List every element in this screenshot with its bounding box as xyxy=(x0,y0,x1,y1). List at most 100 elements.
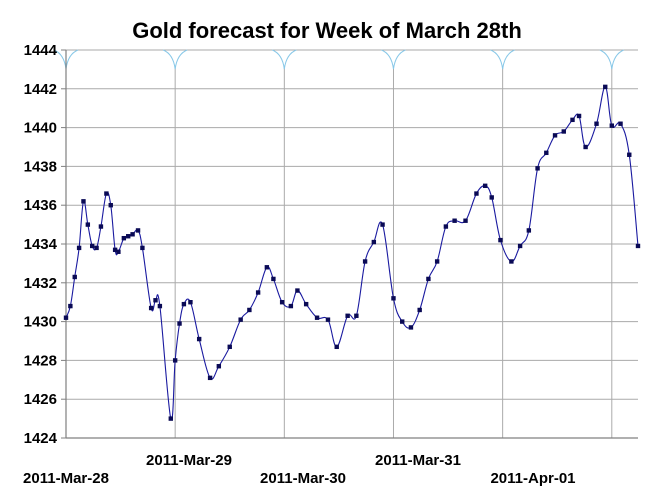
data-point xyxy=(463,218,468,223)
data-point xyxy=(303,301,309,307)
y-tick-label: 1424 xyxy=(24,430,58,447)
data-point xyxy=(325,317,331,322)
data-point xyxy=(94,245,99,251)
data-point xyxy=(108,203,113,208)
data-point xyxy=(288,303,294,309)
series-line xyxy=(65,86,639,421)
data-point xyxy=(188,300,193,305)
y-tick-label: 1432 xyxy=(24,275,57,292)
day-divider-scallop xyxy=(599,49,625,70)
data-point xyxy=(334,344,339,350)
axis-layer xyxy=(61,49,638,439)
data-point xyxy=(121,235,127,241)
y-tick-label: 1444 xyxy=(24,42,58,59)
data-point xyxy=(443,224,449,229)
x-tick-label: 2011-Mar-30 xyxy=(260,470,346,487)
y-tick-label: 1436 xyxy=(24,197,57,214)
data-point xyxy=(417,307,422,313)
y-tick-labels: 1424 1426 1428 1430 1432 1434 1436 1438 1440 1442… xyxy=(24,42,58,447)
data-point xyxy=(68,303,73,309)
chart-title: Gold forecast for Week of March 28th xyxy=(132,18,522,43)
data-point xyxy=(89,243,95,249)
data-point xyxy=(400,319,405,324)
data-point xyxy=(85,222,91,227)
y-tick-label: 1430 xyxy=(24,314,57,331)
series-layer xyxy=(65,86,639,421)
data-point xyxy=(552,133,558,138)
data-point xyxy=(509,259,514,264)
day-divider-layer xyxy=(53,49,625,438)
day-divider-scallop xyxy=(162,49,188,70)
data-point xyxy=(583,144,588,150)
data-point xyxy=(140,245,145,251)
data-point xyxy=(295,288,300,293)
data-point xyxy=(196,336,202,342)
data-point xyxy=(474,191,479,196)
data-point xyxy=(345,313,350,318)
data-point xyxy=(148,305,154,311)
data-point xyxy=(279,300,285,305)
data-point xyxy=(391,296,396,301)
data-point xyxy=(426,276,431,282)
data-point xyxy=(517,243,523,249)
data-point xyxy=(168,416,173,421)
data-point xyxy=(408,325,414,330)
data-point xyxy=(314,315,320,320)
data-point xyxy=(576,113,582,119)
data-point xyxy=(561,129,566,134)
data-point xyxy=(76,245,82,251)
data-point xyxy=(72,274,77,280)
data-point xyxy=(81,199,86,204)
x-tick-label: 2011-Apr-01 xyxy=(490,470,575,487)
data-point xyxy=(362,259,368,264)
data-point xyxy=(98,224,104,229)
data-point xyxy=(172,358,178,363)
data-point xyxy=(227,344,232,350)
data-point xyxy=(130,232,135,237)
data-point xyxy=(116,249,121,254)
data-point xyxy=(264,265,270,270)
data-point xyxy=(104,191,109,196)
data-point xyxy=(238,317,243,322)
x-tick-labels: 2011-Mar-28 2011-Mar-29 2011-Mar-30 2011-Ma… xyxy=(23,452,575,487)
data-point xyxy=(247,307,252,313)
data-point xyxy=(452,218,457,223)
data-point xyxy=(526,228,532,233)
data-point xyxy=(216,364,222,369)
data-point xyxy=(603,84,608,90)
data-point xyxy=(482,183,488,188)
grid-layer xyxy=(66,49,638,439)
y-tick-label: 1434 xyxy=(24,236,58,253)
data-point xyxy=(544,150,549,156)
data-point xyxy=(112,247,118,253)
data-point xyxy=(618,121,623,126)
marker-layer xyxy=(63,84,641,421)
data-point xyxy=(570,117,575,123)
data-point xyxy=(609,123,615,128)
data-point xyxy=(498,237,503,243)
data-point xyxy=(255,290,261,295)
data-point xyxy=(627,152,632,157)
data-point xyxy=(371,239,377,245)
data-point xyxy=(181,301,187,307)
data-point xyxy=(434,259,440,264)
day-divider-scallop xyxy=(272,49,297,70)
data-point xyxy=(207,375,213,381)
day-divider-scallop xyxy=(490,49,515,70)
data-point xyxy=(380,222,385,227)
data-point xyxy=(271,276,276,282)
y-tick-label: 1426 xyxy=(24,391,57,408)
data-point xyxy=(126,234,131,239)
y-tick-label: 1442 xyxy=(24,81,57,98)
data-point xyxy=(489,195,494,200)
data-point xyxy=(63,315,69,320)
data-point xyxy=(135,228,141,233)
x-tick-label: 2011-Mar-28 xyxy=(23,470,109,487)
data-point xyxy=(635,243,641,249)
day-divider-scallop xyxy=(381,49,406,70)
data-point xyxy=(594,121,599,126)
data-point xyxy=(354,313,359,318)
data-point xyxy=(535,166,540,171)
y-tick-label: 1428 xyxy=(24,352,57,369)
